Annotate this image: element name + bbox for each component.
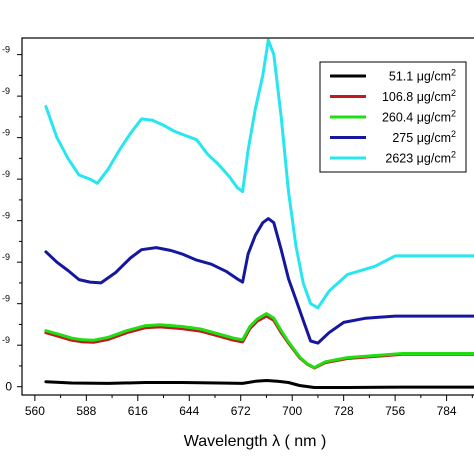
x-tick-label-700: 700: [282, 404, 302, 418]
y-tick-label-4: -9: [2, 211, 10, 221]
legend-label-3: 260.4 μg/cm2: [382, 109, 456, 125]
x-tick-label-784: 784: [437, 404, 457, 418]
series-line-4: [44, 217, 474, 345]
y-tick-label-8: -9: [2, 45, 10, 55]
x-tick-label-672: 672: [231, 404, 251, 418]
series-line-2: [44, 314, 474, 370]
plot-frame: [21, 37, 474, 396]
legend-label-5: 2623 μg/cm2: [385, 150, 456, 166]
legend-label-4: 275 μg/cm2: [392, 129, 456, 145]
y-tick-label-3: -9: [2, 252, 10, 262]
y-tick-label-1: -9: [2, 335, 10, 345]
plot-lines: [44, 38, 474, 389]
y-tick-label-0: 0: [5, 380, 12, 394]
series-line-1: [44, 379, 474, 389]
legend-label-1: 51.1 μg/cm2: [389, 68, 456, 84]
y-tick-label-6: -9: [2, 128, 10, 138]
series-line-3: [44, 312, 474, 370]
y-tick-label-7: -9: [2, 86, 10, 96]
y-tick-label-2: -9: [2, 294, 10, 304]
legend-label-2: 106.8 μg/cm2: [382, 88, 456, 104]
x-tick-label-588: 588: [76, 404, 96, 418]
x-tick-label-756: 756: [385, 404, 405, 418]
series-line-5: [44, 38, 474, 310]
axes: 560 588 616 644 672 700 728 756 784 0 -9 -9 -9 -9 -9 -9…: [2, 37, 474, 418]
x-tick-label-560: 560: [25, 404, 45, 418]
y-tick-label-5: -9: [2, 169, 10, 179]
legend: 51.1 μg/cm2 106.8 μg/cm2 260.4 μg/cm2 275 μ…: [319, 61, 467, 173]
x-tick-label-644: 644: [179, 404, 199, 418]
x-tick-label-616: 616: [128, 404, 148, 418]
x-axis-title: Wavelength λ ( nm ): [184, 433, 327, 450]
x-tick-label-728: 728: [334, 404, 354, 418]
